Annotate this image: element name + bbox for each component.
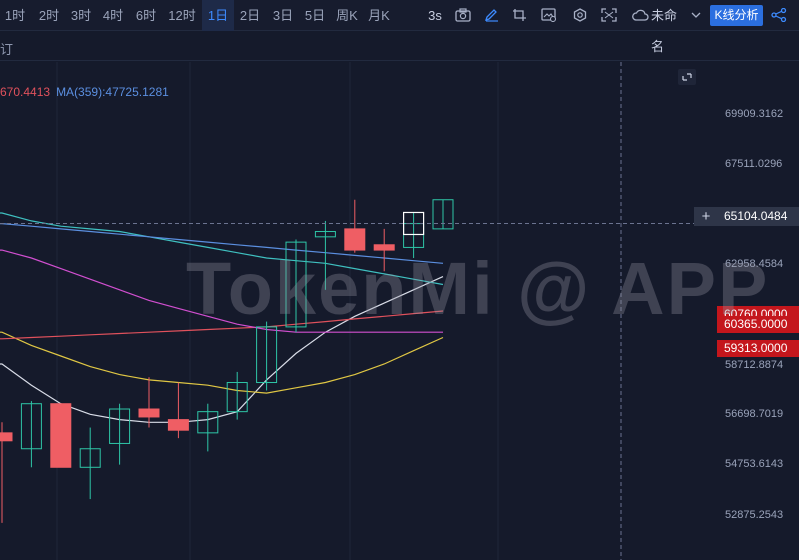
timeframe-9[interactable]: 5日	[304, 8, 326, 23]
timeframe-0[interactable]: 1时	[4, 8, 26, 23]
plus-icon[interactable]: +	[701, 208, 711, 225]
ma-line	[0, 212, 444, 286]
camera-icon[interactable]	[455, 0, 471, 31]
candle-body	[79, 448, 101, 468]
chevron-down-icon[interactable]	[691, 0, 701, 31]
candle-body	[167, 419, 189, 431]
timeframe-11[interactable]: 月K	[368, 8, 390, 23]
crosshair-price: 65104.0484	[724, 209, 788, 223]
candle-body	[344, 228, 366, 251]
timeframe-5[interactable]: 12时	[168, 8, 196, 23]
price-axis-label: 58712.8874	[725, 359, 784, 371]
subscribe-link[interactable]: 订	[0, 42, 14, 57]
timeframe-10[interactable]: 周K	[336, 8, 358, 23]
price-axis-label: 62958.4584	[725, 258, 784, 270]
candle-body	[432, 199, 454, 230]
timeframe-1[interactable]: 2时	[38, 8, 60, 23]
indicator-bar: 订	[0, 31, 799, 61]
candle-body	[20, 403, 42, 450]
pen-icon[interactable]	[484, 0, 500, 31]
crosshair-price-tag: + 65104.0484	[694, 207, 799, 226]
candle-body	[373, 244, 395, 251]
candle-body	[197, 411, 219, 434]
candle-body	[0, 432, 13, 442]
image-settings-icon[interactable]	[541, 0, 557, 31]
timeframe-8[interactable]: 3日	[272, 8, 294, 23]
candle-body	[256, 326, 278, 384]
timeframe-6[interactable]: 1日	[202, 0, 234, 31]
candlestick-chart[interactable]	[0, 62, 799, 560]
ma359-legend: MA(359):47725.1281	[56, 85, 169, 99]
candle-body	[285, 241, 307, 328]
timeframe-7[interactable]: 2日	[239, 8, 261, 23]
timeframe-3[interactable]: 4时	[102, 8, 124, 23]
candle-body	[226, 382, 248, 413]
chart-toolbar: 1时 2时 3时 4时 6时 12时 1日 2日 3日 5日 周K 月K 3s 未命名 K线分析	[0, 0, 799, 54]
settings-icon[interactable]	[572, 0, 588, 31]
price-axis-label: 52875.2543	[725, 509, 784, 521]
timeframe-4[interactable]: 6时	[135, 8, 157, 23]
ma-legend: 670.4413 MA(359):47725.1281	[0, 85, 169, 99]
price-axis-label: 54753.6143	[725, 458, 784, 470]
price-axis-label: 69909.3162	[725, 108, 784, 120]
crosshair-cursor-box	[403, 211, 425, 236]
refresh-interval-button[interactable]: 3s	[428, 8, 442, 23]
candle-body	[109, 408, 131, 444]
ma-line	[0, 249, 443, 333]
timeframe-2[interactable]: 3时	[70, 8, 92, 23]
watermark: TokenMi @ APP	[186, 247, 770, 330]
price-axis-label: 67511.0296	[725, 158, 783, 170]
price-tag-1: 60365.0000	[717, 316, 799, 333]
price-axis-label: 56698.7019	[725, 408, 784, 420]
candle-body	[50, 403, 72, 468]
layout-name-dropdown[interactable]: 未命名	[651, 8, 678, 54]
cloud-icon[interactable]	[631, 0, 649, 31]
ma-line	[0, 223, 444, 264]
expand-icon[interactable]	[678, 69, 696, 85]
share-icon[interactable]	[771, 0, 787, 31]
kline-analysis-button[interactable]: K线分析	[710, 5, 763, 26]
ma-line	[0, 310, 444, 340]
ma-line	[0, 331, 444, 394]
fullscreen-icon[interactable]	[601, 0, 617, 31]
candle-body	[138, 408, 160, 418]
crop-icon[interactable]	[512, 0, 528, 31]
ma-legend-value: 670.4413	[0, 85, 51, 99]
price-tag-2: 59313.0000	[717, 340, 799, 357]
candle-body	[314, 231, 336, 238]
